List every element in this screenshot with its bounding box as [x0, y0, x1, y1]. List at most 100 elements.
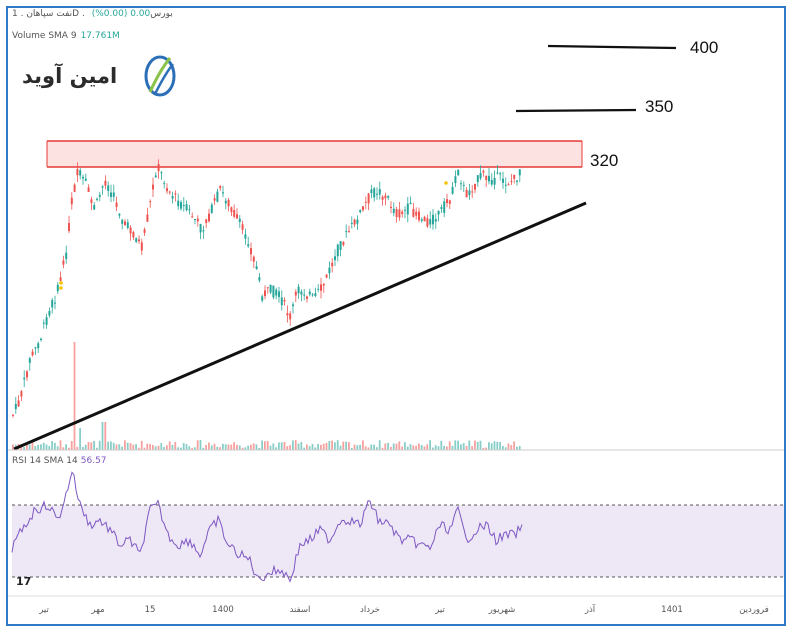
candle-body [247, 244, 250, 247]
volume-bar [177, 447, 179, 450]
volume-bar [381, 447, 384, 450]
volume-bar [124, 440, 126, 450]
candle-body [73, 184, 76, 192]
candle-body [227, 199, 230, 207]
candle-body [255, 266, 258, 270]
volume-bar [264, 441, 266, 450]
candle-body [381, 196, 384, 200]
volume-bars [12, 342, 521, 450]
volume-bar [255, 444, 258, 450]
candle-body [154, 175, 157, 178]
candle-body [401, 211, 404, 215]
volume-bar [40, 444, 42, 450]
signal-marker [59, 281, 63, 285]
candle-body [334, 256, 336, 261]
volume-bar [45, 444, 48, 450]
candle-body [378, 189, 381, 195]
candle-body [163, 182, 166, 184]
volume-bar [490, 443, 493, 450]
candle-body [252, 256, 255, 262]
x-tick-label: مهر [90, 605, 104, 615]
volume-bar [199, 440, 202, 450]
volume-bar [353, 444, 356, 450]
candle-body [191, 216, 194, 218]
volume-bar [163, 446, 165, 450]
volume-bar [364, 446, 367, 450]
volume-bar [230, 444, 233, 450]
candle-body [177, 200, 180, 207]
candle-body [31, 351, 34, 356]
symbol-line: نفت سپاهان . 1D . بورس [12, 9, 173, 19]
volume-bar [387, 442, 389, 450]
volume-bar [115, 444, 118, 450]
candle-body [306, 296, 308, 299]
candle-body [101, 186, 104, 188]
candle-body [82, 176, 84, 179]
candle-body [12, 414, 14, 416]
volume-bar [152, 444, 154, 450]
volume-bar [457, 440, 459, 450]
volume-bar [384, 443, 387, 450]
volume-bar [227, 444, 230, 450]
candle-body [426, 218, 429, 227]
volume-bar [236, 444, 238, 450]
candle-body [160, 172, 163, 174]
volume-bar [367, 447, 370, 450]
candle-body [230, 207, 233, 213]
symbol-header: نفت سپاهان . 1D . بورس0.00 (0.00%) [12, 9, 173, 19]
candle-body [20, 391, 23, 397]
candle-body [51, 300, 54, 308]
volume-bar [426, 444, 429, 450]
candle-body [48, 310, 51, 316]
volume-bar [286, 446, 289, 450]
volume-bar [401, 446, 403, 450]
candle-body [185, 204, 188, 211]
volume-bar [376, 447, 378, 450]
candle-body [384, 195, 387, 199]
candle-body [208, 213, 210, 222]
rsi-line [11, 471, 523, 583]
volume-bar [406, 446, 409, 450]
volume-bar [308, 446, 311, 450]
x-tick-label: آذر [584, 603, 596, 615]
volume-bar [356, 445, 359, 450]
candle-body [264, 290, 266, 297]
candle-body [493, 177, 496, 185]
candle-body [294, 291, 297, 296]
candle-body [496, 172, 499, 174]
candle-body [37, 343, 40, 349]
candle-body [278, 291, 280, 297]
volume-bar [143, 447, 146, 450]
candle-body [325, 274, 328, 278]
candle-body [266, 287, 269, 289]
candles [12, 159, 521, 418]
volume-bar [409, 444, 412, 450]
candle-body [196, 218, 199, 222]
candle-body [98, 194, 101, 197]
candle-body [370, 189, 373, 194]
rsi-label: RSI 14 SMA 14 [12, 456, 78, 466]
candle-body [168, 191, 171, 193]
candle-body [216, 191, 219, 202]
candle-body [516, 180, 518, 182]
candle-body [373, 188, 376, 198]
volume-bar [336, 440, 339, 450]
volume-bar [51, 441, 53, 450]
candle-body [434, 219, 437, 222]
volume-bar [404, 442, 406, 450]
volume-bar [90, 442, 93, 450]
rsi-header: RSI 14 SMA 14 56.57 [12, 456, 107, 466]
ascending-trendline [13, 201, 587, 451]
candle-body [17, 400, 20, 407]
candle-body [110, 192, 112, 197]
volume-bar [146, 443, 149, 450]
volume-bar [182, 443, 185, 450]
volume-bar [278, 442, 280, 450]
volume-bar [443, 446, 445, 450]
volume-bar [126, 442, 129, 450]
candle-body [238, 218, 241, 223]
candle-body [126, 222, 129, 228]
volume-bar [54, 442, 56, 450]
candle-body [42, 322, 45, 324]
